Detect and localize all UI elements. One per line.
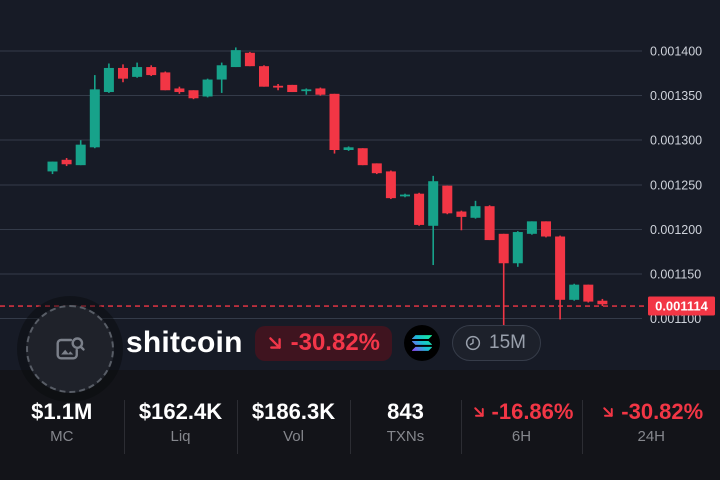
stat-volume: $186.3K Vol [236, 399, 350, 454]
candle-down [146, 67, 157, 76]
y-axis-tick-label: 0.001350 [650, 89, 702, 103]
stat-label: Vol [283, 428, 304, 445]
candle-up [132, 67, 143, 77]
candle-down [456, 211, 467, 217]
stat-label: Liq [170, 428, 191, 445]
candle-up [343, 147, 354, 150]
stats-bar: $1.1M MC $162.4K Liq $186.3K Vol 843 TXN… [0, 370, 720, 480]
candle-down [329, 93, 340, 150]
candle-down [357, 148, 368, 166]
stat-label: MC [50, 428, 74, 445]
stat-value: -30.82% [583, 400, 720, 424]
stat-value: $162.4K [138, 399, 223, 424]
solana-icon [412, 335, 432, 351]
candle-up [428, 181, 439, 226]
candle-up [103, 67, 114, 93]
candle-down [414, 193, 425, 225]
candle-down [160, 72, 171, 91]
stat-label: TXNs [386, 428, 425, 445]
candle-down [315, 88, 326, 95]
candle-down [484, 206, 495, 241]
stat-transactions: 843 TXNs [349, 399, 461, 454]
arrow-down-right-icon [599, 403, 617, 421]
candle-up [47, 161, 58, 172]
candle-up [400, 194, 410, 197]
change-badge-24h: -30.82% [254, 325, 392, 361]
candle-up [470, 206, 481, 218]
candle-down [174, 88, 185, 93]
stat-change-24h: -30.82% 24H [581, 400, 720, 454]
candle-down [287, 84, 298, 93]
candle-up [216, 65, 227, 80]
stat-value: $186.3K [251, 399, 336, 424]
candle-down [188, 90, 199, 99]
stat-change-6h: -16.86% 6H [460, 400, 582, 454]
y-axis-tick-label: 0.001400 [650, 45, 702, 59]
candle-up [202, 79, 213, 97]
stat-value: $1.1M [31, 399, 93, 424]
solana-chain-badge[interactable] [404, 325, 440, 361]
token-header: shitcoin -30.82% [26, 299, 541, 393]
stat-liquidity: $162.4K Liq [123, 399, 237, 454]
y-axis-tick-label: 0.001200 [650, 223, 702, 237]
price-chart-canvas[interactable]: 0.001400 0.001350 0.001300 0.001250 0.001200… [0, 0, 720, 370]
y-axis-tick-label: 0.001150 [650, 267, 701, 281]
candle-down [597, 300, 608, 305]
last-price-tag [648, 296, 715, 316]
candle-up [512, 232, 523, 264]
stat-value: 843 [387, 399, 424, 424]
stat-label: 24H [637, 428, 666, 445]
candle-down [371, 163, 382, 174]
arrow-down-right-icon [264, 332, 286, 354]
candle-down [259, 66, 269, 87]
candle-down [541, 221, 551, 237]
y-axis-tick-label: 0.001250 [650, 178, 702, 192]
candle-up [230, 50, 241, 68]
candle-up [89, 89, 100, 148]
candle-down [583, 284, 594, 302]
clock-icon [464, 334, 482, 352]
token-name: shitcoin [126, 326, 243, 359]
change-badge-value: -30.82% [290, 328, 380, 356]
candle-down [273, 85, 284, 88]
candle-down [118, 67, 128, 79]
candle-down [498, 233, 509, 264]
stat-market-cap: $1.1M MC [0, 400, 124, 454]
candle-up [526, 221, 537, 234]
y-axis-tick-label: 0.001300 [650, 134, 702, 148]
candle-down [61, 159, 72, 165]
candle-up [569, 284, 580, 300]
candle-down [385, 171, 396, 199]
candle-down [244, 52, 255, 67]
candle-down [555, 236, 566, 300]
candle-up [75, 144, 86, 166]
stat-label: 6H [511, 428, 532, 445]
arrow-down-right-icon [470, 403, 488, 421]
candle-down [442, 185, 453, 214]
candle-up [301, 89, 312, 92]
token-avatar-placeholder[interactable] [26, 305, 114, 393]
last-price-value: 0.001114 [655, 299, 709, 314]
timeframe-selector[interactable]: 15M [452, 325, 541, 361]
timeframe-value: 15M [489, 332, 526, 353]
stat-value: -16.86% [462, 400, 582, 424]
image-search-icon [52, 331, 88, 367]
